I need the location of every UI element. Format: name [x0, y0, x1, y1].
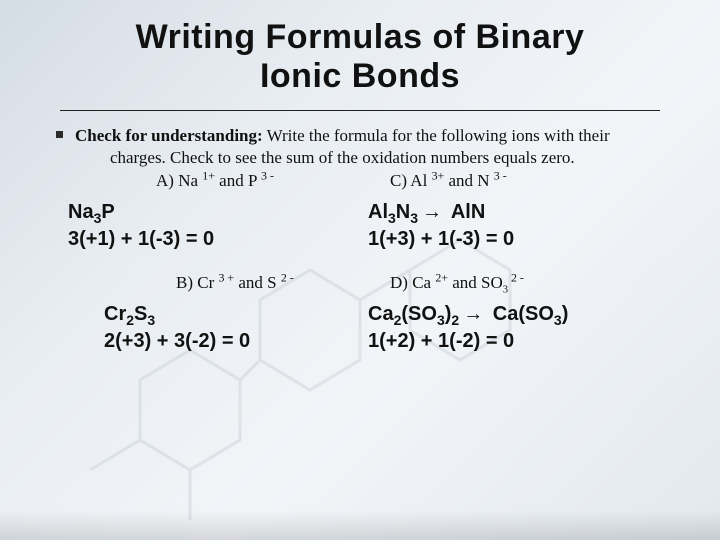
- divider-rule: [60, 110, 660, 111]
- prompt-c-sup1: 3+: [432, 169, 445, 183]
- prompt-a-sup1: 1+: [202, 169, 215, 183]
- answer-a: Na3P 3(+1) + 1(-3) = 0: [48, 199, 360, 253]
- title-line-2: Ionic Bonds: [260, 57, 460, 95]
- d-s2: 3: [437, 312, 445, 328]
- c-s2: 3: [410, 210, 418, 226]
- prompt-d-sup2: 2 -: [508, 271, 524, 285]
- c-f2: N: [396, 201, 410, 223]
- answer-c: Al3N3→ AlN 1(+3) + 1(-3) = 0: [360, 199, 672, 253]
- d-f2: (SO: [401, 303, 437, 325]
- prompt-a-label: A) Na: [156, 171, 202, 190]
- intro-lead: Check for understanding:: [75, 126, 263, 145]
- b-f2: S: [134, 303, 147, 325]
- prompt-row-ac: A) Na 1+ and P 3 - C) Al 3+ and N 3 -: [48, 171, 672, 191]
- bullet-square-icon: [56, 131, 63, 138]
- prompt-b-sup1: 3 +: [219, 271, 235, 285]
- prompt-a: A) Na 1+ and P 3 -: [76, 171, 360, 191]
- prompt-b: B) Cr 3 + and S 2 -: [76, 273, 360, 293]
- prompt-a-sup2: 3 -: [261, 169, 274, 183]
- intro-row: Check for understanding: Write the formu…: [48, 125, 672, 169]
- answer-row-bd: Cr2S3 2(+3) + 3(-2) = 0 Ca2(SO3)2→ Ca(SO…: [48, 301, 672, 355]
- b-s1: 2: [126, 312, 134, 328]
- prompt-d-label: D) Ca: [390, 273, 435, 292]
- answer-row-ac: Na3P 3(+1) + 1(-3) = 0 Al3N3→ AlN 1(+3) …: [48, 199, 672, 253]
- b-f1: Cr: [104, 303, 126, 325]
- title-line-1: Writing Formulas of Binary: [136, 18, 585, 56]
- prompt-d-sub: 3: [503, 285, 508, 296]
- prompt-c-label: C) Al: [390, 171, 432, 190]
- answer-a-formula: Na3P 3(+1) + 1(-3) = 0: [68, 199, 360, 253]
- intro-line2: charges. Check to see the sum of the oxi…: [75, 147, 610, 169]
- answer-b: Cr2S3 2(+3) + 3(-2) = 0: [48, 301, 360, 355]
- d-f1: Ca: [368, 303, 394, 325]
- prompt-row-bd: B) Cr 3 + and S 2 - D) Ca 2+ and SO3 2 -: [48, 273, 672, 293]
- d-s3: 2: [451, 312, 459, 328]
- prompt-a-mid: and P: [215, 171, 261, 190]
- c-f1: Al: [368, 201, 388, 223]
- gap: [48, 253, 672, 271]
- intro-rest1: Write the formula for the following ions…: [263, 126, 610, 145]
- d-eq: 1(+2) + 1(-2) = 0: [368, 328, 672, 355]
- d-f4: Ca(SO: [487, 303, 554, 325]
- c-eq: 1(+3) + 1(-3) = 0: [368, 226, 672, 253]
- prompt-c-sup2: 3 -: [494, 169, 507, 183]
- bottom-shadow: [0, 510, 720, 540]
- prompt-d: D) Ca 2+ and SO3 2 -: [360, 273, 644, 293]
- b-s2: 3: [147, 312, 155, 328]
- a-f1: Na: [68, 201, 94, 223]
- slide-title: Writing Formulas of Binary Ionic Bonds: [48, 18, 672, 96]
- prompt-b-label: B) Cr: [176, 273, 219, 292]
- d-arrow-icon: →: [459, 301, 487, 328]
- a-eq: 3(+1) + 1(-3) = 0: [68, 226, 360, 253]
- answer-b-formula: Cr2S3 2(+3) + 3(-2) = 0: [104, 301, 360, 355]
- prompt-b-mid: and S: [234, 273, 281, 292]
- c-f3: AlN: [446, 201, 485, 223]
- answer-d: Ca2(SO3)2→ Ca(SO3) 1(+2) + 1(-2) = 0: [360, 301, 672, 355]
- intro-text: Check for understanding: Write the formu…: [75, 125, 610, 169]
- a-f2: P: [101, 201, 114, 223]
- d-s4: 3: [554, 312, 562, 328]
- c-arrow-icon: →: [418, 199, 446, 226]
- d-f5: ): [562, 303, 569, 325]
- prompt-d-sup1: 2+: [435, 271, 448, 285]
- answer-c-formula: Al3N3→ AlN 1(+3) + 1(-3) = 0: [368, 199, 672, 253]
- answer-d-formula: Ca2(SO3)2→ Ca(SO3) 1(+2) + 1(-2) = 0: [368, 301, 672, 355]
- b-eq: 2(+3) + 3(-2) = 0: [104, 328, 360, 355]
- prompt-b-sup2: 2 -: [281, 271, 294, 285]
- prompt-d-mid: and SO: [448, 273, 503, 292]
- prompt-c: C) Al 3+ and N 3 -: [360, 171, 644, 191]
- slide: Writing Formulas of Binary Ionic Bonds C…: [0, 0, 720, 540]
- c-s1: 3: [388, 210, 396, 226]
- prompt-c-mid: and N: [444, 171, 494, 190]
